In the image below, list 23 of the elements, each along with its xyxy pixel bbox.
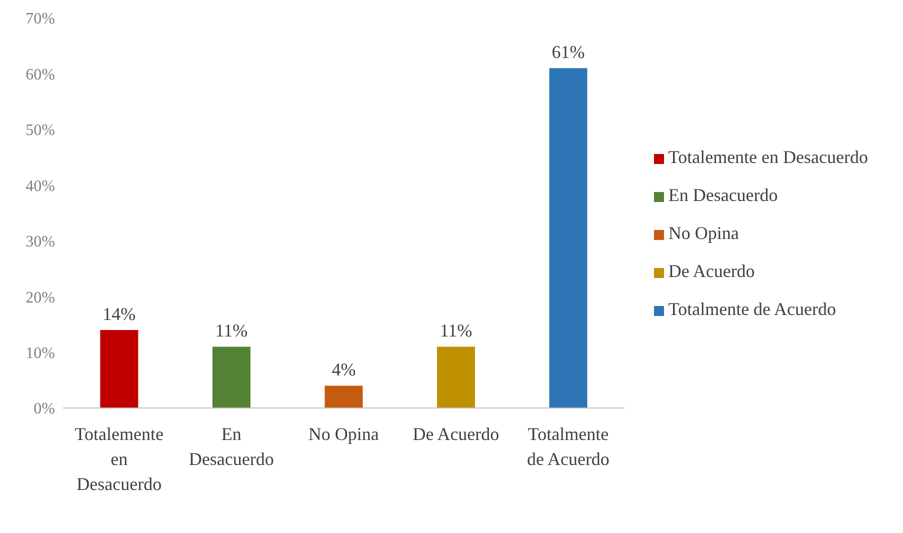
x-tick-label: No Opina [308,424,379,444]
y-tick-label: 0% [34,400,55,418]
legend-label: Totalemente en Desacuerdo [668,147,868,167]
data-label: 11% [440,320,472,341]
data-label: 14% [102,304,136,324]
y-tick-label: 60% [26,66,55,84]
y-tick-label: 70% [26,10,55,28]
x-tick-label: En Desacuerdo [188,424,274,469]
x-tick-label: De Acuerdo [412,424,500,444]
y-tick-label: 30% [26,234,55,251]
y-tick-label: 20% [26,289,55,306]
legend-label: No Opina [668,223,739,243]
data-label: 61% [552,42,585,62]
legend-label: De Acuerdo [668,261,755,281]
y-tick-label: 10% [26,344,55,362]
y-tick-label: 50% [26,122,55,140]
y-tick-label: 40% [26,178,55,195]
x-tick-label: Totalemente en Desacuerdo [74,424,164,494]
data-label: 11% [215,320,248,341]
legend-label: En Desacuerdo [668,185,778,205]
x-tick-label: Totalmente de Acuerdo [526,424,610,469]
legend-label: Totalmente de Acuerdo [668,299,836,319]
data-label: 4% [332,360,356,380]
